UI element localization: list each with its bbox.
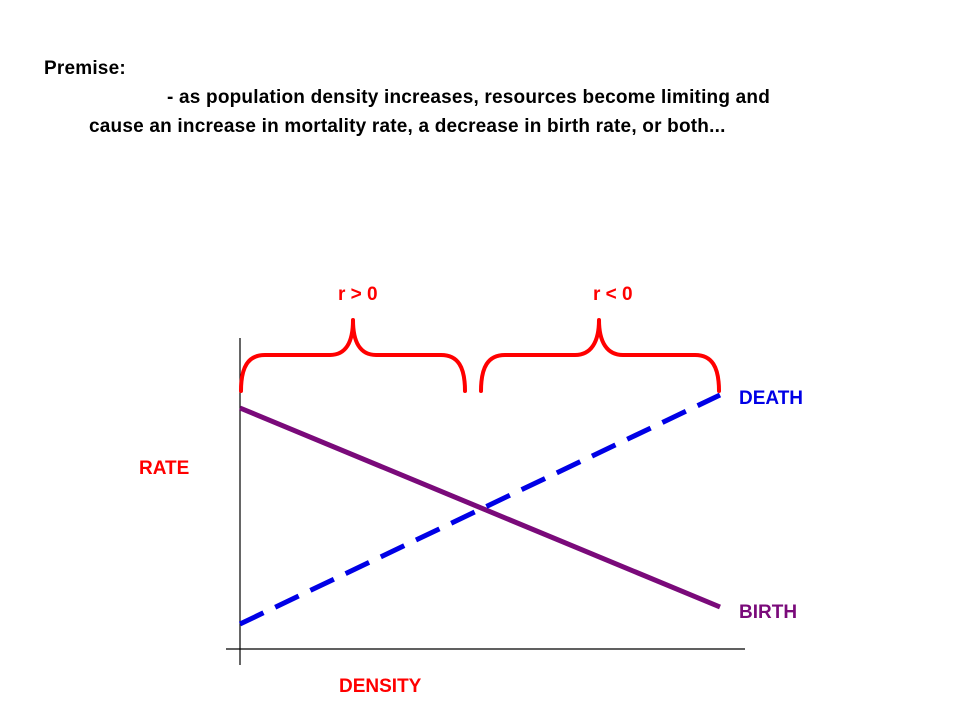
y-axis-label: RATE [139, 458, 189, 479]
brace-left [239, 318, 467, 393]
premise-text-line-2: cause an increase in mortality rate, a d… [89, 116, 726, 137]
death-rate-line [238, 392, 722, 627]
death-label: DEATH [739, 388, 803, 409]
brace-left-label: r > 0 [338, 284, 378, 305]
birth-rate-line [239, 405, 721, 610]
premise-text-line-1: - as population density increases, resou… [167, 87, 771, 108]
premise-title: Premise: [44, 58, 126, 79]
brace-right-label: r < 0 [593, 284, 633, 305]
brace-right [479, 318, 721, 393]
x-axis-label: DENSITY [339, 676, 422, 697]
birth-label: BIRTH [739, 602, 797, 623]
